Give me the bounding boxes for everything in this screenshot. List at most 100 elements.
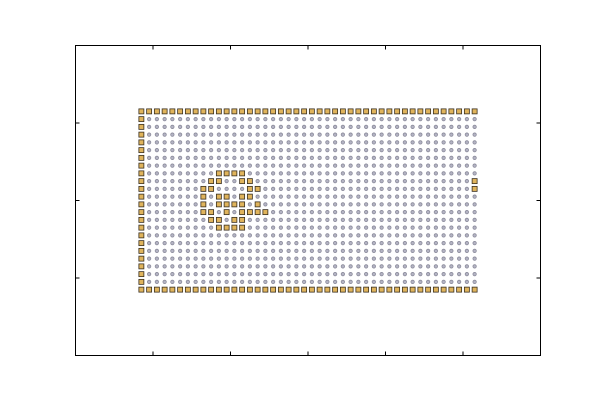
circle-point	[247, 163, 252, 168]
circle-point	[240, 233, 245, 238]
circle-point	[410, 202, 415, 207]
circle-point	[340, 272, 345, 277]
circle-point	[418, 210, 423, 215]
circle-point	[379, 202, 384, 207]
circle-point	[441, 148, 446, 153]
circle-point	[426, 163, 431, 168]
square-point	[432, 108, 439, 115]
circle-point	[185, 155, 190, 160]
circle-point	[371, 279, 376, 284]
circle-point	[418, 194, 423, 199]
circle-point	[170, 248, 175, 253]
square-point	[138, 224, 145, 231]
circle-point	[395, 148, 400, 153]
circle-point	[302, 124, 307, 129]
square-point	[425, 108, 432, 115]
circle-point	[426, 217, 431, 222]
circle-point	[294, 117, 299, 122]
circle-point	[286, 248, 291, 253]
circle-point	[309, 163, 314, 168]
circle-point	[348, 132, 353, 137]
circle-point	[178, 241, 183, 246]
square-point	[254, 201, 261, 208]
square-point	[239, 224, 246, 231]
circle-point	[325, 140, 330, 145]
circle-point	[464, 248, 469, 253]
circle-point	[271, 171, 276, 176]
circle-point	[185, 163, 190, 168]
square-point	[138, 131, 145, 138]
square-point	[138, 147, 145, 154]
circle-point	[464, 155, 469, 160]
circle-point	[263, 225, 268, 230]
circle-point	[472, 272, 477, 277]
circle-point	[402, 132, 407, 137]
square-point	[254, 286, 261, 293]
circle-point	[193, 256, 198, 261]
circle-point	[356, 124, 361, 129]
circle-point	[263, 124, 268, 129]
circle-point	[325, 171, 330, 176]
circle-point	[317, 124, 322, 129]
circle-point	[371, 148, 376, 153]
square-point	[215, 170, 222, 177]
circle-point	[418, 264, 423, 269]
circle-point	[271, 279, 276, 284]
square-point	[355, 286, 362, 293]
square-point	[270, 286, 277, 293]
circle-point	[457, 202, 462, 207]
circle-point	[170, 225, 175, 230]
circle-point	[193, 217, 198, 222]
circle-point	[294, 210, 299, 215]
circle-point	[170, 272, 175, 277]
circle-point	[232, 241, 237, 246]
circle-point	[387, 217, 392, 222]
circle-point	[371, 233, 376, 238]
circle-point	[325, 124, 330, 129]
circle-point	[302, 155, 307, 160]
square-point	[223, 170, 230, 177]
circle-point	[387, 117, 392, 122]
circle-point	[209, 155, 214, 160]
circle-point	[147, 217, 152, 222]
circle-point	[209, 163, 214, 168]
circle-point	[294, 132, 299, 137]
circle-point	[178, 272, 183, 277]
circle-point	[457, 155, 462, 160]
circle-point	[162, 248, 167, 253]
circle-point	[379, 163, 384, 168]
circle-point	[356, 279, 361, 284]
circle-point	[247, 148, 252, 153]
circle-point	[247, 279, 252, 284]
circle-point	[340, 124, 345, 129]
circle-point	[240, 124, 245, 129]
circle-point	[278, 163, 283, 168]
circle-point	[209, 148, 214, 153]
circle-point	[333, 171, 338, 176]
circle-point	[379, 140, 384, 145]
circle-point	[410, 264, 415, 269]
circle-point	[402, 272, 407, 277]
square-point	[231, 224, 238, 231]
circle-point	[426, 179, 431, 184]
circle-point	[464, 256, 469, 261]
circle-point	[147, 171, 152, 176]
circle-point	[395, 264, 400, 269]
circle-point	[201, 241, 206, 246]
circle-point	[340, 241, 345, 246]
square-point	[239, 201, 246, 208]
circle-point	[379, 241, 384, 246]
circle-point	[457, 217, 462, 222]
circle-point	[333, 225, 338, 230]
circle-point	[154, 272, 159, 277]
circle-point	[294, 279, 299, 284]
square-point	[215, 216, 222, 223]
circle-point	[333, 155, 338, 160]
square-point	[215, 108, 222, 115]
square-point	[231, 286, 238, 293]
square-point	[285, 108, 292, 115]
circle-point	[449, 217, 454, 222]
circle-point	[255, 217, 260, 222]
square-point	[231, 170, 238, 177]
square-point	[223, 224, 230, 231]
